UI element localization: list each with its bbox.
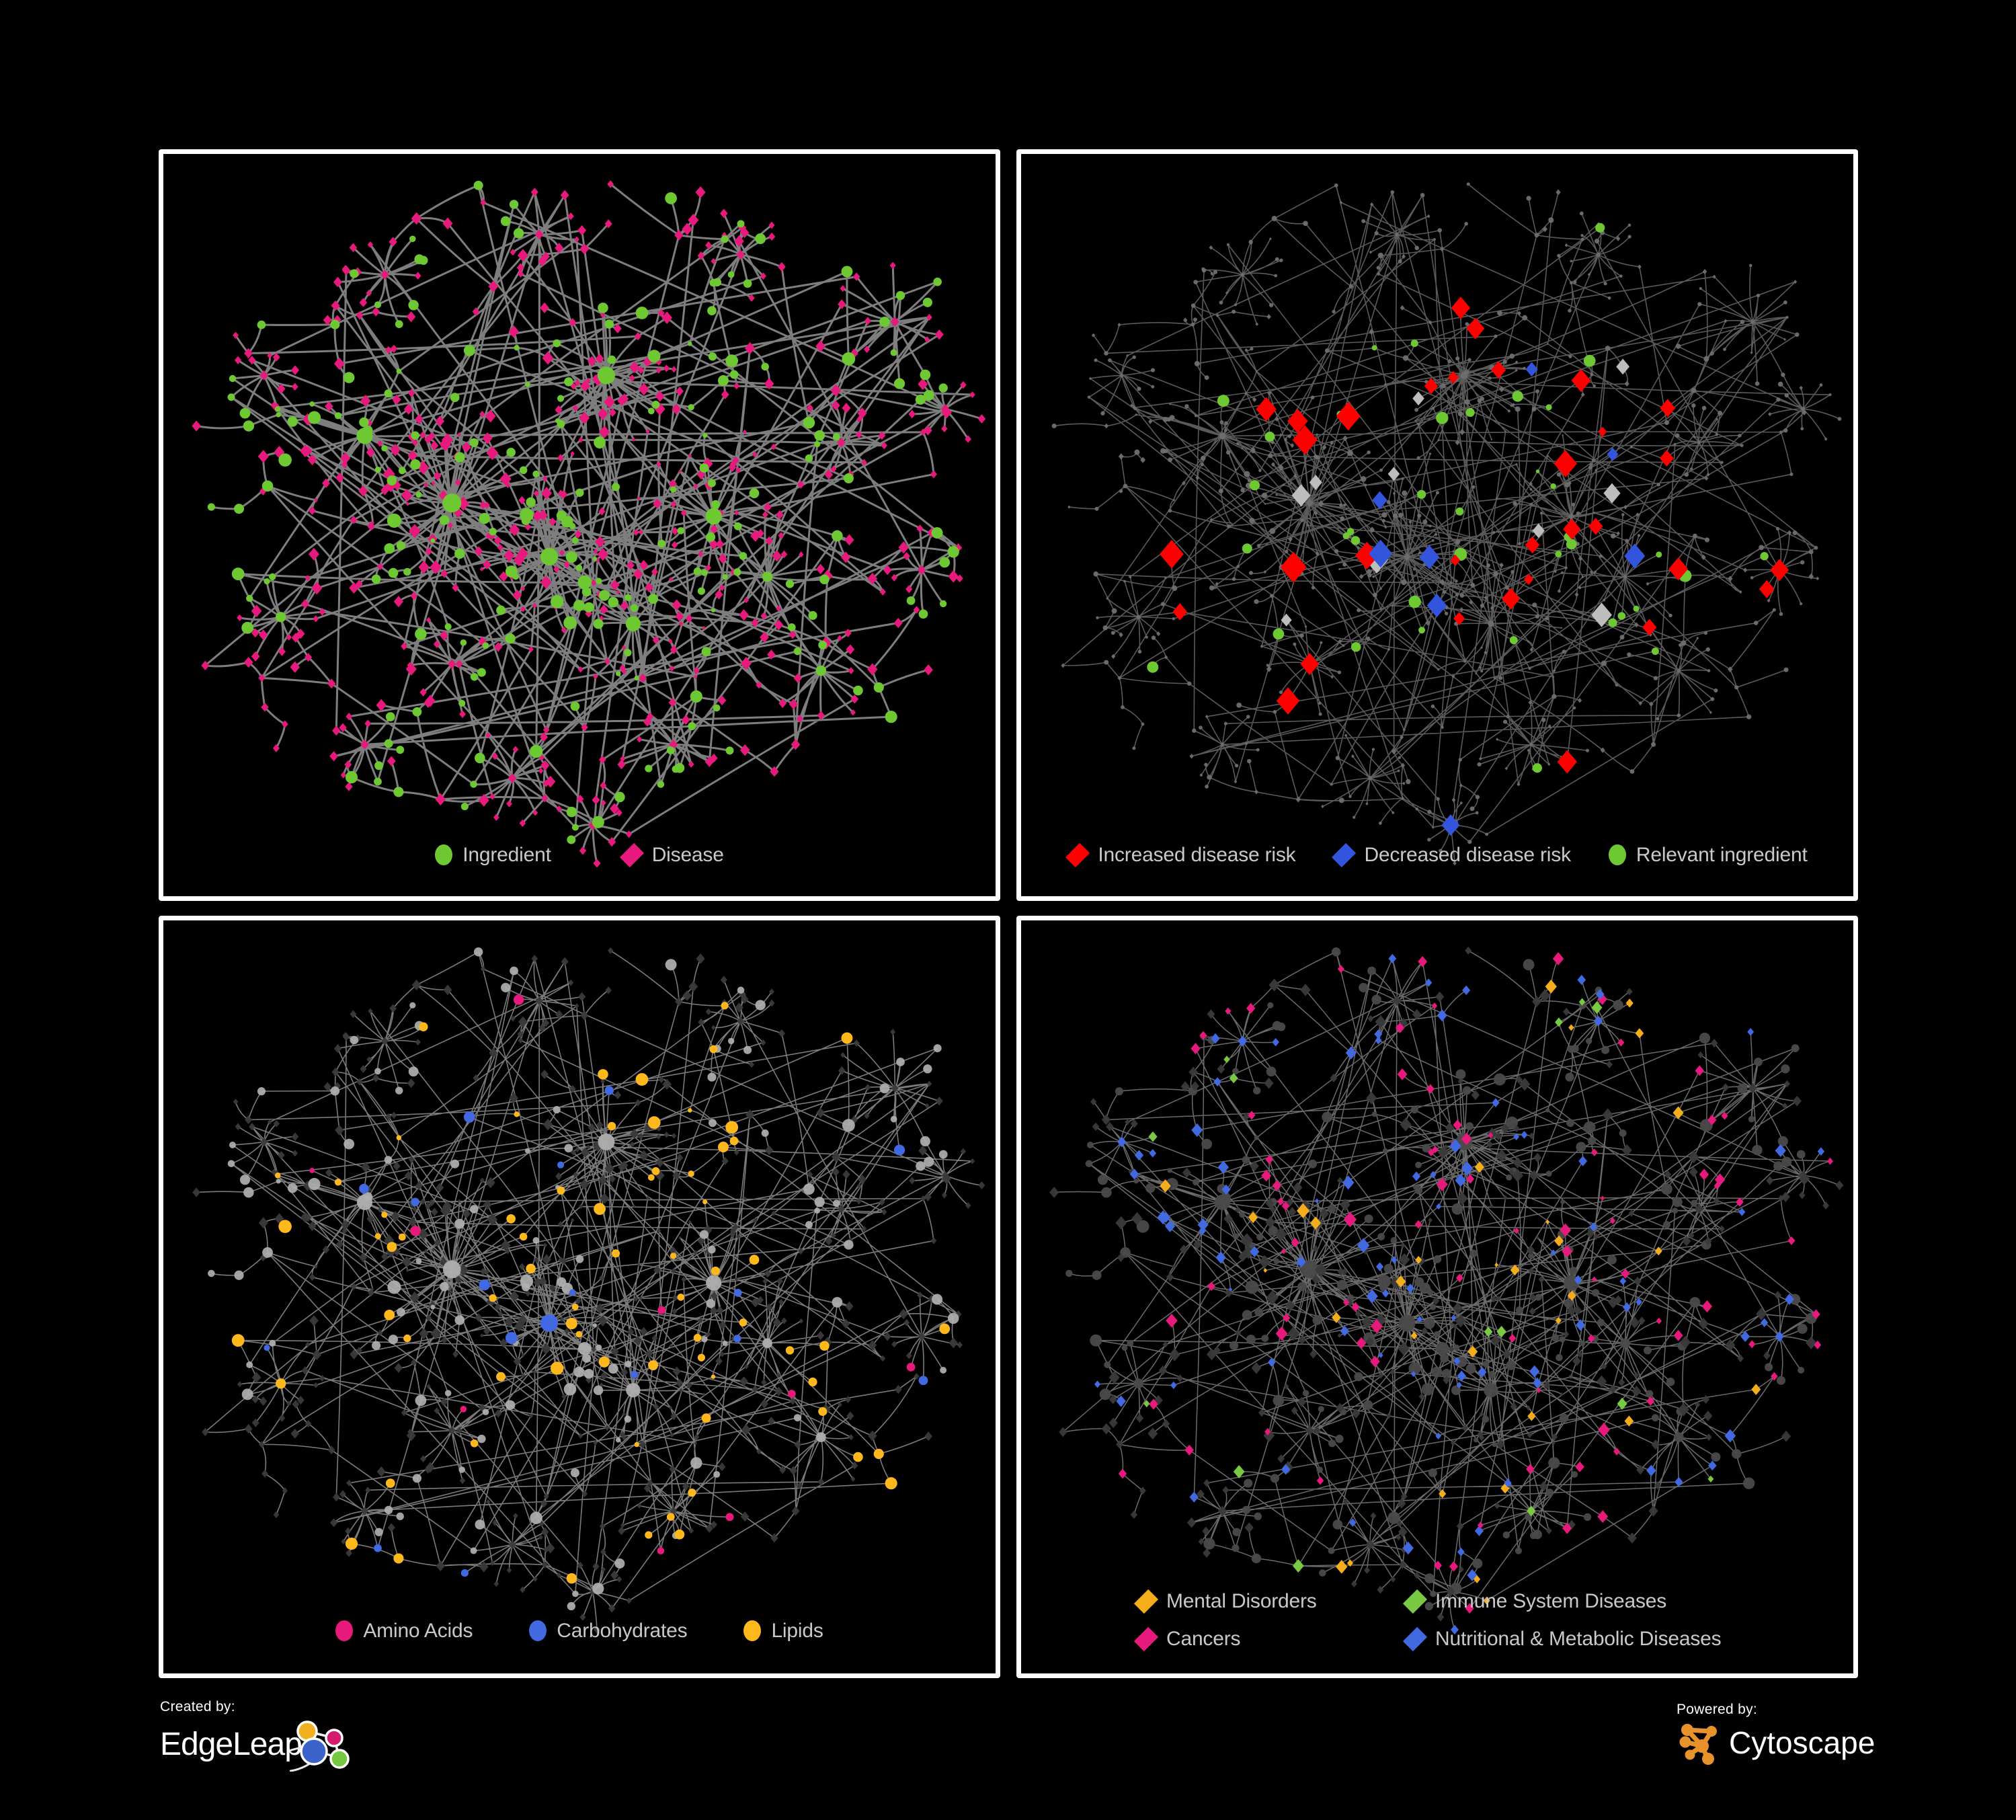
- legend-label-amino-acids: Amino Acids: [363, 1619, 473, 1642]
- network-figure-grid: Ingredient Disease Increased disease ris…: [159, 149, 1858, 1678]
- increased-risk-diamond-icon: [1065, 842, 1090, 867]
- cytoscape-brand-name: Cytoscape: [1729, 1725, 1876, 1760]
- legend-label-decreased-risk: Decreased disease risk: [1364, 843, 1571, 866]
- legend-label-increased-risk: Increased disease risk: [1098, 843, 1296, 866]
- legend-item-increased-risk: Increased disease risk: [1065, 842, 1296, 867]
- legend-ingredient-class: Amino Acids Carbohydrates Lipids: [168, 1620, 991, 1641]
- powered-by-label: Powered by:: [1677, 1702, 1758, 1717]
- legend-item-amino-acids: Amino Acids: [335, 1620, 473, 1641]
- graph-canvas-disease-class[interactable]: [1021, 920, 1853, 1673]
- network-graph-ingredient-disease: [192, 180, 986, 868]
- cytoscape-credit[interactable]: Powered by: Cytoscape: [1677, 1702, 1875, 1765]
- legend-item-cancers: Cancers: [1133, 1626, 1398, 1652]
- graph-canvas-disease-risk[interactable]: [1021, 154, 1853, 896]
- panel-disease-risk-network[interactable]: Increased disease risk Decreased disease…: [1016, 149, 1858, 901]
- created-by-label: Created by:: [160, 1699, 235, 1714]
- legend-disease-class: Mental Disorders Immune System Diseases …: [1133, 1589, 1722, 1652]
- cytoscape-logo-row: Cytoscape: [1677, 1720, 1875, 1765]
- disease-diamond-icon: [619, 842, 644, 867]
- carbohydrates-circle-icon: [529, 1620, 547, 1641]
- legend-item-immune-system-diseases: Immune System Diseases: [1402, 1589, 1721, 1614]
- graph-canvas-ingredient-class[interactable]: [163, 920, 996, 1673]
- edgeleap-logo-row: EdgeLeap: [160, 1718, 354, 1772]
- legend-label-lipids: Lipids: [771, 1619, 823, 1642]
- legend-label-mental-disorders: Mental Disorders: [1166, 1590, 1317, 1612]
- legend-label-ingredient: Ingredient: [462, 843, 551, 866]
- amino-acids-circle-icon: [335, 1620, 354, 1641]
- legend-item-lipids: Lipids: [743, 1620, 823, 1641]
- network-graph-disease-class: [1049, 946, 1844, 1635]
- network-graph-ingredient-class: [192, 947, 985, 1634]
- legend-disease-risk: Increased disease risk Decreased disease…: [1026, 842, 1849, 867]
- legend-label-relevant-ingredient: Relevant ingredient: [1636, 843, 1808, 866]
- legend-item-mental-disorders: Mental Disorders: [1133, 1589, 1398, 1614]
- panel-ingredient-class-network[interactable]: Amino Acids Carbohydrates Lipids: [159, 916, 1000, 1678]
- legend-item-decreased-risk: Decreased disease risk: [1332, 842, 1571, 867]
- graph-canvas-ingredient-disease[interactable]: [163, 154, 996, 896]
- legend-item-relevant-ingredient: Relevant ingredient: [1608, 843, 1808, 866]
- legend-label-immune-system-diseases: Immune System Diseases: [1435, 1590, 1667, 1612]
- nutritional-metabolic-diamond-icon: [1402, 1626, 1428, 1652]
- relevant-ingredient-circle-icon: [1608, 844, 1626, 865]
- decreased-risk-diamond-icon: [1332, 842, 1357, 867]
- network-graph-disease-risk: [1051, 182, 1842, 866]
- legend-item-nutritional-metabolic-diseases: Nutritional & Metabolic Diseases: [1402, 1626, 1722, 1652]
- ingredient-circle-icon: [435, 844, 453, 865]
- legend-label-nutritional-metabolic-diseases: Nutritional & Metabolic Diseases: [1435, 1628, 1722, 1650]
- panel-disease-class-network[interactable]: Mental Disorders Immune System Diseases …: [1016, 916, 1858, 1678]
- legend-item-carbohydrates: Carbohydrates: [529, 1619, 688, 1642]
- legend-item-ingredient: Ingredient: [435, 844, 551, 865]
- edgeleap-network-icon: [289, 1720, 350, 1772]
- mental-disorders-diamond-icon: [1133, 1589, 1159, 1614]
- legend-item-disease: Disease: [619, 842, 724, 867]
- immune-system-diseases-diamond-icon: [1402, 1589, 1428, 1614]
- cancers-diamond-icon: [1133, 1626, 1159, 1652]
- lipids-circle-icon: [743, 1620, 762, 1641]
- edgeleap-credit[interactable]: Created by: EdgeLeap: [160, 1699, 354, 1772]
- legend-ingredient-disease: Ingredient Disease: [168, 842, 991, 867]
- edgeleap-brand-name: EdgeLeap: [160, 1727, 303, 1762]
- legend-label-carbohydrates: Carbohydrates: [557, 1619, 688, 1642]
- cytoscape-network-icon: [1679, 1724, 1717, 1765]
- legend-label-cancers: Cancers: [1166, 1628, 1241, 1650]
- panel-ingredient-disease-network[interactable]: Ingredient Disease: [159, 149, 1000, 901]
- legend-label-disease: Disease: [651, 843, 724, 866]
